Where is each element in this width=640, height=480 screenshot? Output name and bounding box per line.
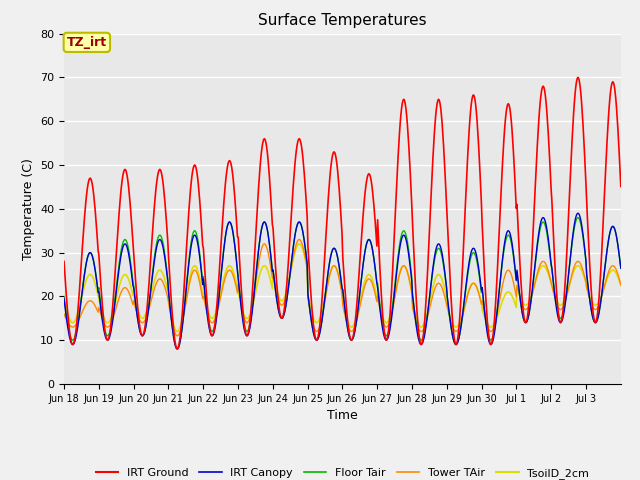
IRT Canopy	[173, 346, 181, 352]
Floor Tair	[173, 346, 181, 352]
IRT Canopy	[277, 315, 285, 321]
Line: IRT Canopy: IRT Canopy	[64, 213, 621, 349]
IRT Ground	[125, 192, 133, 197]
IRT Ground	[228, 169, 236, 175]
IRT Canopy	[228, 227, 236, 232]
Tower TAir	[256, 252, 264, 258]
TsoilD_2cm	[296, 241, 303, 247]
Line: IRT Ground: IRT Ground	[64, 77, 621, 349]
Tower TAir	[401, 264, 409, 270]
Floor Tair	[574, 215, 582, 220]
Floor Tair	[401, 228, 408, 234]
Tower TAir	[173, 333, 181, 339]
IRT Canopy	[60, 296, 68, 301]
TsoilD_2cm	[433, 274, 440, 279]
Y-axis label: Temperature (C): Temperature (C)	[22, 158, 35, 260]
IRT Canopy	[256, 236, 264, 241]
Floor Tair	[432, 252, 440, 257]
Floor Tair	[277, 315, 285, 321]
Floor Tair	[256, 235, 264, 241]
IRT Ground	[574, 74, 582, 80]
TsoilD_2cm	[401, 264, 409, 270]
Text: TZ_irt: TZ_irt	[67, 36, 107, 49]
Line: Tower TAir: Tower TAir	[64, 240, 621, 336]
Tower TAir	[228, 271, 236, 276]
TsoilD_2cm	[228, 266, 236, 272]
Tower TAir	[125, 290, 133, 296]
TsoilD_2cm	[173, 328, 181, 334]
Tower TAir	[296, 237, 303, 242]
IRT Ground	[617, 184, 625, 190]
Tower TAir	[617, 282, 625, 288]
IRT Canopy	[617, 265, 625, 271]
Line: TsoilD_2cm: TsoilD_2cm	[64, 244, 621, 331]
IRT Ground	[432, 113, 440, 119]
IRT Ground	[256, 165, 264, 170]
Floor Tair	[228, 227, 236, 232]
Line: Floor Tair: Floor Tair	[64, 217, 621, 349]
TsoilD_2cm	[617, 282, 625, 288]
IRT Canopy	[574, 210, 582, 216]
TsoilD_2cm	[60, 296, 68, 301]
Tower TAir	[60, 311, 68, 317]
Legend: IRT Ground, IRT Canopy, Floor Tair, Tower TAir, TsoilD_2cm: IRT Ground, IRT Canopy, Floor Tair, Towe…	[91, 464, 594, 480]
IRT Canopy	[432, 248, 440, 253]
IRT Ground	[173, 346, 181, 352]
IRT Canopy	[125, 255, 133, 261]
Floor Tair	[60, 293, 68, 300]
Tower TAir	[277, 302, 285, 308]
Title: Surface Temperatures: Surface Temperatures	[258, 13, 427, 28]
TsoilD_2cm	[277, 298, 285, 303]
Tower TAir	[433, 282, 440, 288]
Floor Tair	[617, 265, 625, 271]
IRT Ground	[60, 258, 68, 264]
IRT Canopy	[401, 233, 408, 239]
IRT Ground	[277, 315, 285, 321]
X-axis label: Time: Time	[327, 409, 358, 422]
Floor Tair	[125, 251, 133, 256]
TsoilD_2cm	[256, 271, 264, 276]
TsoilD_2cm	[125, 279, 133, 285]
IRT Ground	[401, 97, 408, 103]
